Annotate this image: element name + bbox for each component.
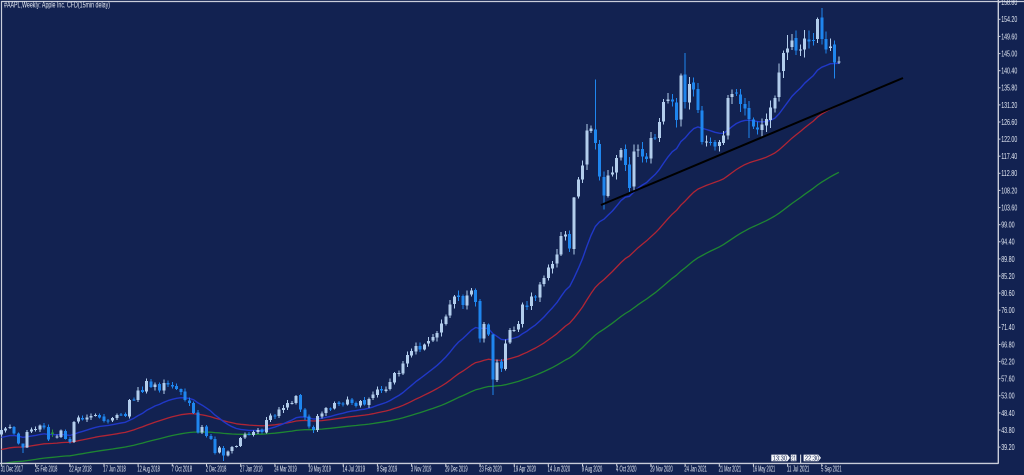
svg-text:21 Mar 2021: 21 Mar 2021 [719, 464, 742, 473]
svg-text:39.20: 39.20 [1001, 443, 1015, 452]
svg-text:17 Jun 2018: 17 Jun 2018 [103, 464, 126, 473]
svg-text:29 Dec 2019: 29 Dec 2019 [445, 464, 468, 473]
svg-text:71.40: 71.40 [1001, 323, 1015, 332]
svg-text:13:30: 13:30 [773, 455, 788, 462]
svg-text:9 Aug 2020: 9 Aug 2020 [582, 464, 603, 473]
svg-text:29 Nov 2020: 29 Nov 2020 [650, 464, 673, 473]
svg-text:19 Apr 2020: 19 Apr 2020 [514, 464, 537, 473]
svg-text:108.20: 108.20 [1001, 186, 1017, 195]
svg-text:21: 21 [791, 455, 796, 462]
svg-text:140.40: 140.40 [1001, 67, 1017, 76]
svg-text:7 Oct 2018: 7 Oct 2018 [172, 464, 193, 473]
svg-text:4 Oct 2020: 4 Oct 2020 [616, 464, 637, 473]
svg-text:103.60: 103.60 [1001, 204, 1017, 213]
svg-text:23 Feb 2020: 23 Feb 2020 [479, 464, 502, 473]
svg-text:24 Jan 2021: 24 Jan 2021 [684, 464, 707, 473]
svg-text:12 Aug 2018: 12 Aug 2018 [137, 464, 160, 473]
svg-text:126.60: 126.60 [1001, 118, 1017, 127]
svg-text:2 Dec 2018: 2 Dec 2018 [206, 464, 227, 473]
svg-text:27 Jan 2019: 27 Jan 2019 [240, 464, 263, 473]
svg-text:145.00: 145.00 [1001, 50, 1017, 59]
svg-text:131.20: 131.20 [1001, 101, 1017, 110]
svg-text:80.60: 80.60 [1001, 289, 1015, 298]
svg-text:24 Mar 2019: 24 Mar 2019 [274, 464, 297, 473]
svg-text:154.20: 154.20 [1001, 15, 1017, 24]
svg-text:57.60: 57.60 [1001, 375, 1015, 384]
svg-text:43.80: 43.80 [1001, 426, 1015, 435]
svg-text:85.20: 85.20 [1001, 272, 1015, 281]
svg-text:22 Apr 2018: 22 Apr 2018 [69, 464, 92, 473]
svg-text:5 Sep 2021: 5 Sep 2021 [821, 464, 842, 473]
svg-text:112.80: 112.80 [1001, 169, 1017, 178]
svg-text:149.60: 149.60 [1001, 32, 1017, 41]
svg-text:66.80: 66.80 [1001, 340, 1015, 349]
svg-text:22:30: 22:30 [805, 455, 820, 462]
svg-text:94.40: 94.40 [1001, 238, 1015, 247]
svg-text:122.00: 122.00 [1001, 135, 1017, 144]
svg-text:25 Feb 2018: 25 Feb 2018 [35, 464, 58, 473]
svg-text:8 Sep 2019: 8 Sep 2019 [377, 464, 398, 473]
svg-text:#AAPL,Weekly: Apple Inc. CFD(: #AAPL,Weekly: Apple Inc. CFD(15min delay… [4, 1, 110, 10]
svg-text:117.40: 117.40 [1001, 152, 1017, 161]
svg-text:158.80: 158.80 [1001, 0, 1017, 7]
svg-text:48.40: 48.40 [1001, 409, 1015, 418]
svg-text:135.80: 135.80 [1001, 84, 1017, 93]
svg-text:31 Dec 2017: 31 Dec 2017 [1, 464, 24, 473]
svg-text:99.00: 99.00 [1001, 221, 1015, 230]
svg-text:76.00: 76.00 [1001, 306, 1015, 315]
svg-text:3 Nov 2019: 3 Nov 2019 [411, 464, 432, 473]
svg-text:62.20: 62.20 [1001, 358, 1015, 367]
svg-text:16 May 2021: 16 May 2021 [753, 464, 776, 473]
svg-text:14 Jul 2019: 14 Jul 2019 [343, 464, 366, 473]
svg-text:14 Jun 2020: 14 Jun 2020 [548, 464, 571, 473]
svg-text:19 May 2019: 19 May 2019 [308, 464, 331, 473]
svg-text:89.80: 89.80 [1001, 255, 1015, 264]
svg-text:53.00: 53.00 [1001, 392, 1015, 401]
svg-text:11 Jul 2021: 11 Jul 2021 [787, 464, 810, 473]
